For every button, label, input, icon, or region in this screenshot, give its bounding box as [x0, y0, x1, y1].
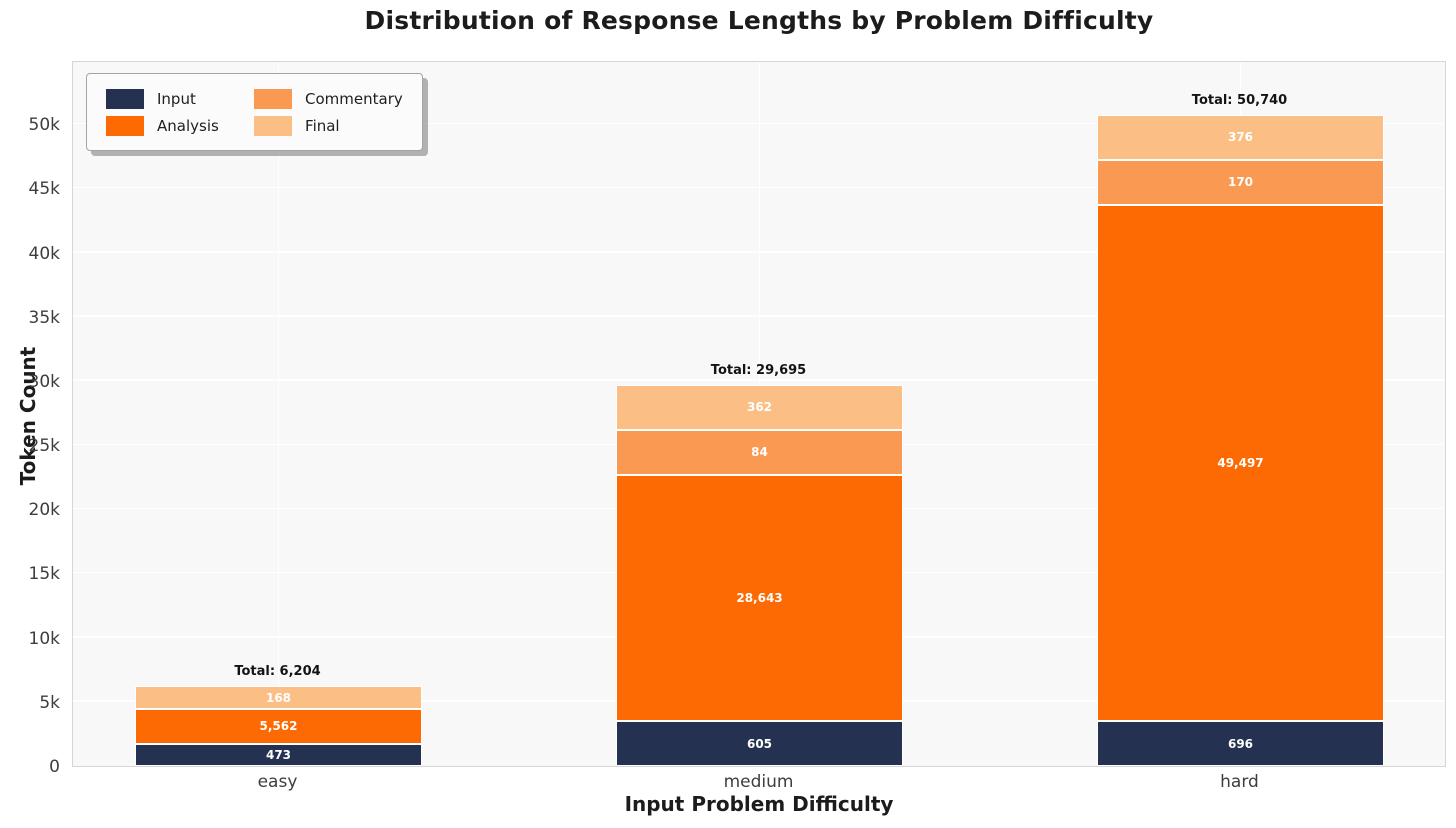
y-tick-label: 10k — [28, 628, 60, 649]
y-tick-label: 45k — [28, 179, 60, 200]
bar-segment-analysis-easy: 5,562 — [135, 708, 422, 744]
legend-swatch-icon — [254, 115, 293, 136]
bar-segment-value: 5,562 — [259, 719, 298, 734]
bar-segment-commentary-medium: 84 — [616, 429, 903, 475]
bar-segment-analysis-medium: 28,643 — [616, 474, 903, 721]
y-tick-label: 20k — [28, 500, 60, 521]
bar-segment-value: 49,497 — [1217, 455, 1264, 470]
legend-item-final: Final — [254, 115, 404, 136]
chart-title: Distribution of Response Lengths by Prob… — [364, 6, 1154, 35]
bar-segment-value: 168 — [265, 690, 292, 705]
bar-total-label: Total: 29,695 — [710, 362, 807, 378]
y-tick-label: 30k — [28, 371, 60, 392]
bar-segment-value: 362 — [746, 400, 773, 415]
bar-segment-input-easy: 473 — [135, 743, 422, 766]
bar-segment-input-medium: 605 — [616, 721, 903, 766]
legend-label: Commentary — [305, 89, 403, 108]
bar-medium: 605 28,643 84 362 — [616, 384, 903, 766]
bar-segment-value: 376 — [1227, 130, 1254, 145]
legend-item-commentary: Commentary — [254, 88, 404, 109]
legend-box: Input Analysis Commentary Final — [86, 73, 423, 151]
y-tick-label: 0 — [49, 757, 60, 777]
bar-total-label: Total: 50,740 — [1191, 92, 1288, 108]
bar-segment-input-hard: 696 — [1097, 721, 1384, 766]
bar-segment-analysis-hard: 49,497 — [1097, 204, 1384, 721]
vertical-gridline — [277, 62, 280, 766]
y-tick-label: 35k — [28, 307, 60, 328]
legend-swatch-icon — [254, 88, 293, 109]
bar-segment-value: 84 — [751, 445, 768, 460]
y-tick-label: 25k — [28, 436, 60, 457]
bar-hard: 696 49,497 170 376 — [1097, 114, 1384, 766]
legend-item-analysis: Analysis — [106, 115, 220, 136]
legend-swatch-icon — [106, 88, 144, 109]
legend-swatch-icon — [106, 115, 144, 136]
bar-total-label: Total: 6,204 — [234, 664, 321, 680]
legend-item-input: Input — [106, 88, 220, 109]
y-tick-label: 5k — [39, 692, 60, 713]
legend-label: Input — [157, 89, 196, 108]
plot-area: 473 5,562 168 605 28,643 84 362 696 49,497 170 376 — [72, 61, 1446, 767]
bar-easy: 473 5,562 168 — [135, 686, 422, 766]
bar-segment-value: 473 — [265, 747, 292, 762]
x-axis-label: Input Problem Difficulty — [624, 792, 894, 816]
bar-segment-value: 170 — [1227, 175, 1254, 190]
bar-segment-value: 696 — [1227, 736, 1254, 751]
x-tick-label-easy: easy — [257, 772, 298, 792]
bar-segment-final-hard: 376 — [1097, 114, 1384, 160]
legend-label: Final — [305, 116, 340, 135]
bar-segment-value: 605 — [746, 736, 773, 751]
legend-label: Analysis — [157, 116, 219, 135]
bar-segment-commentary-hard: 170 — [1097, 159, 1384, 205]
bar-segment-value: 28,643 — [736, 590, 783, 605]
y-tick-label: 50k — [28, 115, 60, 136]
x-tick-label-hard: hard — [1220, 772, 1259, 792]
bar-segment-final-easy: 168 — [135, 686, 422, 709]
bar-segment-final-medium: 362 — [616, 384, 903, 430]
y-tick-label: 15k — [28, 564, 60, 585]
y-axis-label: Token Count — [16, 346, 40, 486]
x-tick-label-medium: medium — [723, 772, 794, 792]
y-tick-label: 40k — [28, 243, 60, 264]
